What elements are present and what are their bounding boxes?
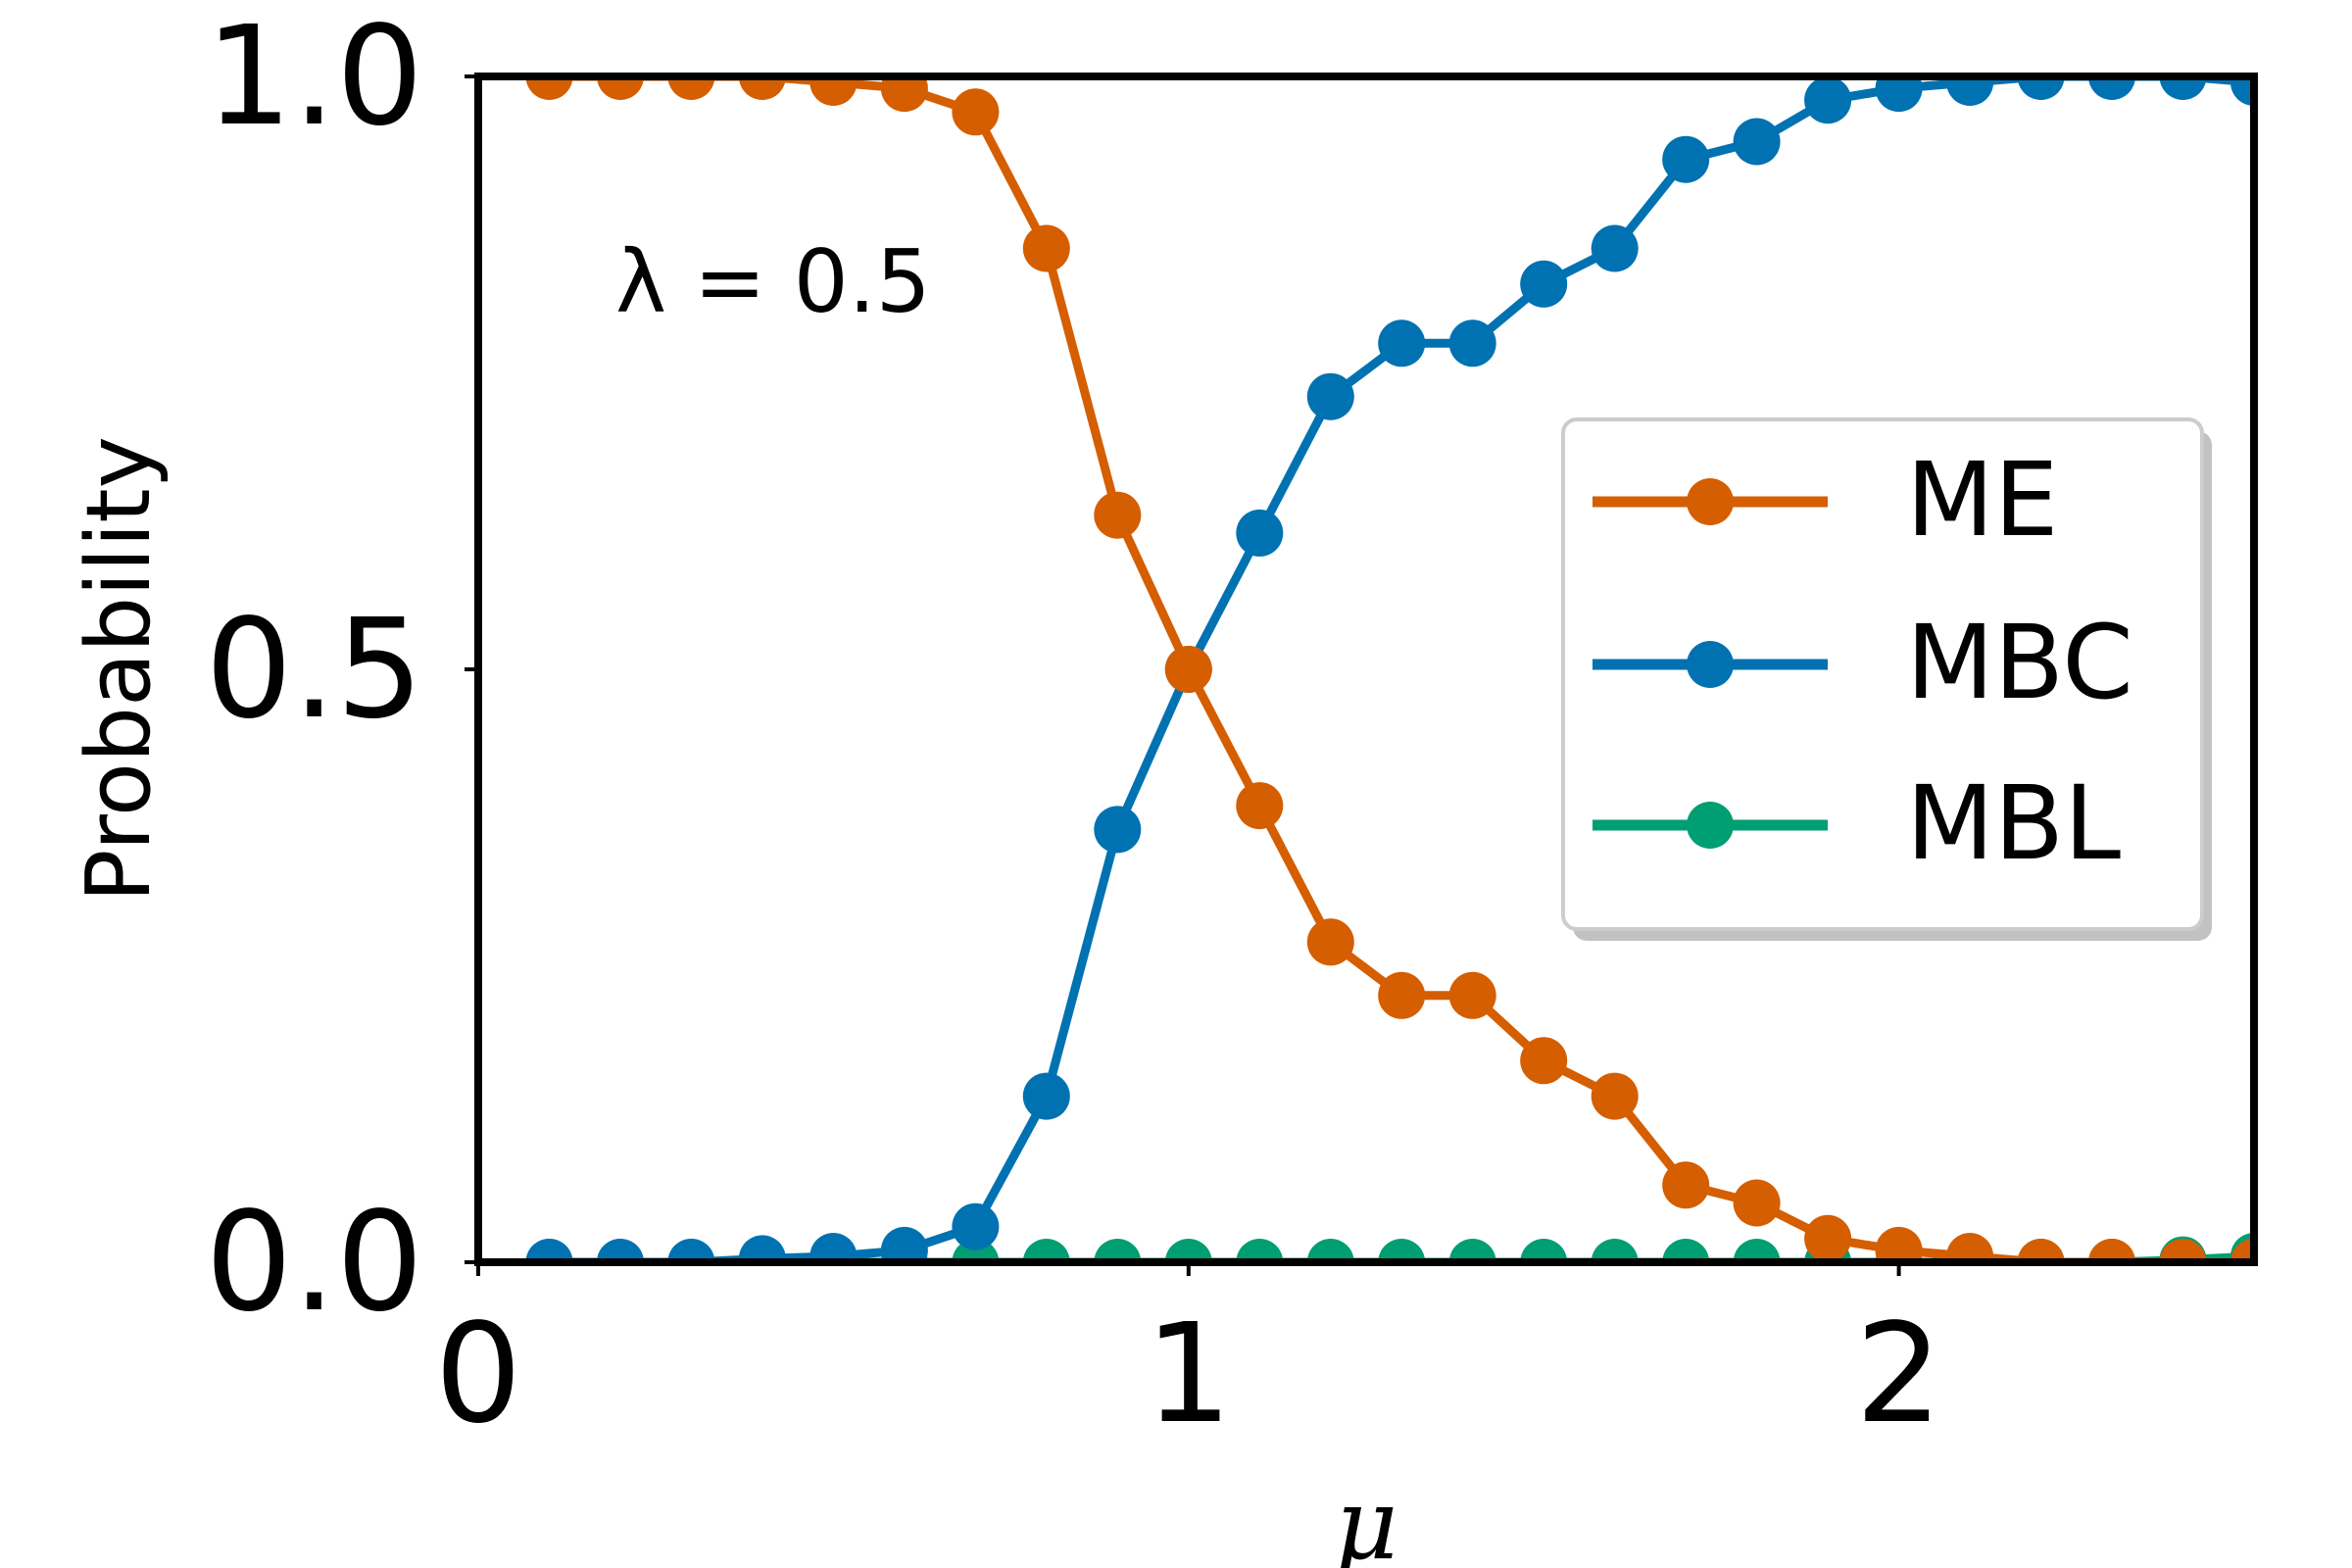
data-point-mbc	[1022, 1072, 1070, 1120]
data-point-mbc	[880, 1226, 928, 1262]
data-point-me	[1022, 224, 1070, 272]
data-point-mbc	[1236, 509, 1284, 557]
y-axis-label: Probability	[68, 436, 171, 903]
x-tick-label: 1	[1145, 1295, 1232, 1454]
data-point-mbc	[1946, 76, 1994, 106]
data-point-mbc	[1520, 260, 1568, 308]
lambda-annotation: λ = 0.5	[615, 231, 931, 332]
x-tick-label: 0	[434, 1295, 521, 1454]
x-axis-label: μ	[1335, 1467, 1398, 1568]
legend-marker-mbl	[1687, 802, 1734, 849]
y-tick-label: 0.0	[205, 1183, 423, 1343]
data-point-mbc	[2159, 76, 2207, 100]
data-point-mbc	[2088, 76, 2135, 100]
legend-box	[1561, 417, 2204, 931]
data-point-mbc	[597, 1239, 644, 1262]
data-point-me	[809, 76, 858, 106]
data-point-me	[880, 76, 928, 113]
data-point-mbc	[1591, 224, 1639, 272]
data-point-me	[2088, 1239, 2135, 1262]
legend-label-mbl: MBL	[1906, 763, 2121, 883]
data-point-me	[1520, 1037, 1568, 1085]
data-point-mbc	[667, 1239, 715, 1262]
data-point-me	[738, 76, 786, 100]
data-point-mbc	[1733, 118, 1781, 166]
data-point-mbc	[952, 1202, 1000, 1250]
data-point-mbl	[1378, 1239, 1426, 1262]
data-point-me	[1733, 1179, 1781, 1227]
data-point-me	[597, 76, 644, 100]
data-point-me	[2230, 1239, 2254, 1262]
data-point-me	[1448, 971, 1496, 1019]
data-point-mbc	[1662, 135, 1710, 183]
data-point-me	[1804, 1214, 1852, 1262]
y-tick-label: 1.0	[205, 0, 423, 157]
data-point-me	[1591, 1072, 1639, 1120]
data-point-mbc	[738, 1235, 786, 1262]
data-point-me	[525, 76, 573, 100]
data-point-mbc	[1094, 806, 1142, 854]
data-point-mbc	[1378, 319, 1426, 368]
data-point-me	[1378, 971, 1426, 1019]
data-point-mbc	[2017, 76, 2065, 100]
data-point-mbc	[1306, 372, 1354, 420]
data-point-mbc	[1875, 76, 1923, 113]
legend-entries: ME MBC MBL	[1592, 440, 2133, 883]
x-tick-label: 2	[1855, 1295, 1942, 1454]
data-point-mbl	[1662, 1239, 1710, 1262]
data-point-me	[2017, 1239, 2065, 1262]
data-point-me	[1306, 918, 1354, 966]
series-layer	[525, 76, 2254, 1262]
data-point-mbc	[2230, 76, 2254, 106]
data-point-mbc	[525, 1239, 573, 1262]
data-point-mbc	[1448, 319, 1496, 368]
data-point-mbl	[1306, 1239, 1354, 1262]
data-point-me	[1662, 1161, 1710, 1209]
data-point-me	[1094, 491, 1142, 539]
data-point-me	[952, 88, 1000, 136]
data-point-mbl	[1733, 1239, 1781, 1262]
data-point-mbc	[1804, 76, 1852, 124]
axis-layer: 0 1 2 0.0 0.5 1.0	[205, 0, 1942, 1454]
legend-marker-me	[1687, 478, 1734, 525]
data-point-mbl	[1094, 1239, 1142, 1262]
data-point-mbc	[809, 1233, 858, 1262]
legend-label-me: ME	[1906, 440, 2058, 560]
data-point-mbl	[1164, 1239, 1212, 1262]
data-point-mbl	[1591, 1239, 1639, 1262]
data-point-mbl	[1520, 1239, 1568, 1262]
legend: ME MBC MBL	[1561, 417, 2212, 941]
data-point-me	[1236, 782, 1284, 830]
legend-marker-mbc	[1687, 641, 1734, 688]
data-point-me	[2159, 1239, 2207, 1262]
data-point-mbl	[1236, 1239, 1284, 1262]
data-point-mbl	[1022, 1239, 1070, 1262]
y-tick-label: 0.5	[205, 590, 423, 750]
data-point-me	[1875, 1226, 1923, 1262]
legend-label-mbc: MBC	[1906, 603, 2133, 722]
data-point-mbl	[1448, 1239, 1496, 1262]
data-point-me	[1164, 646, 1212, 693]
data-point-me	[1946, 1233, 1994, 1262]
data-point-me	[667, 76, 715, 100]
